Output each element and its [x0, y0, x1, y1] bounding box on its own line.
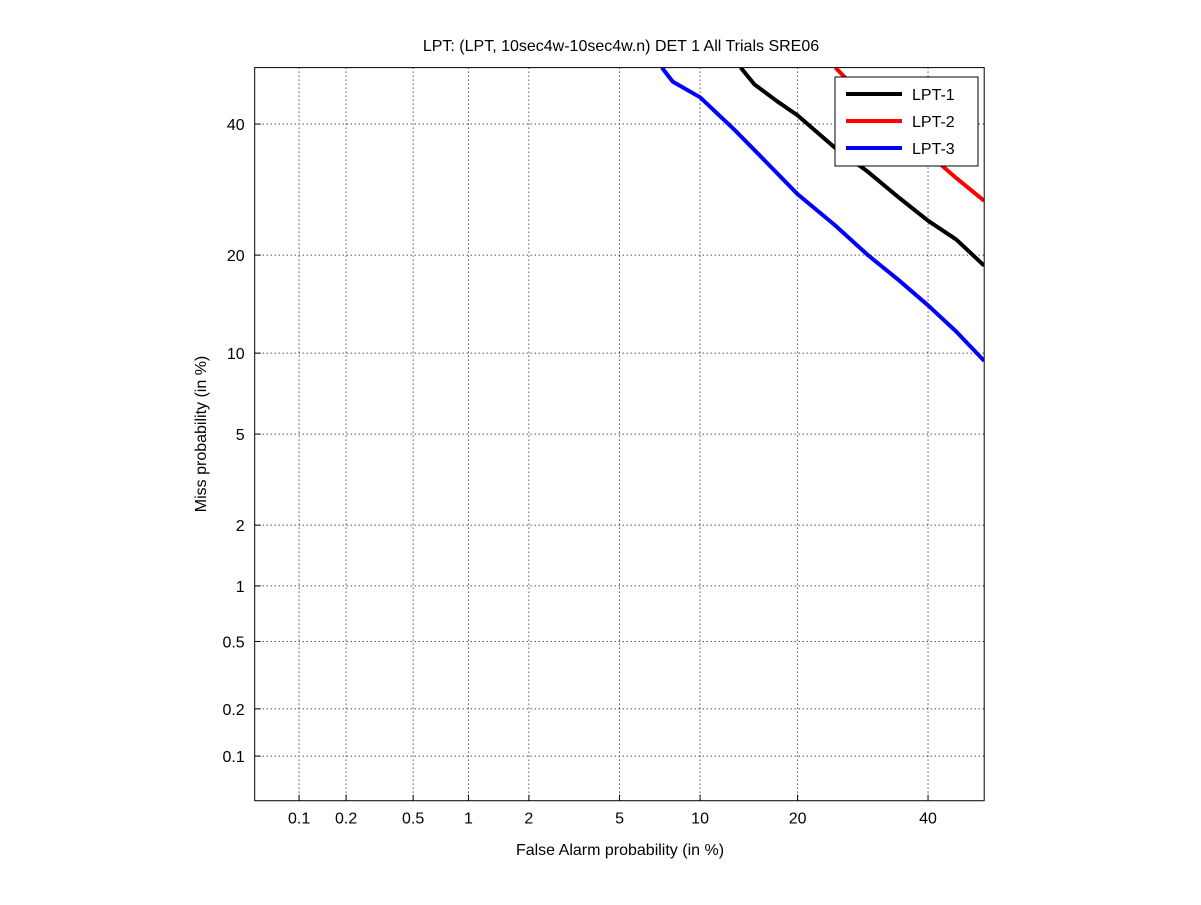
y-tick-label: 0.5: [222, 634, 244, 651]
x-tick-label: 0.1: [288, 811, 310, 828]
y-tick-label: 2: [236, 518, 245, 535]
legend-label: LPT-2: [912, 114, 955, 131]
legend-label: LPT-1: [912, 87, 955, 104]
series-line-lpt-3: [660, 67, 985, 363]
x-tick-labels: 0.1 0.2 0.5 1 2 5 10 20 40: [288, 811, 937, 828]
x-tick-label: 1: [464, 811, 473, 828]
x-tick-label: 2: [524, 811, 533, 828]
y-tick-label: 40: [227, 117, 245, 134]
chart-title: LPT: (LPT, 10sec4w-10sec4w.n) DET 1 All …: [423, 38, 819, 55]
x-tick-label: 20: [789, 811, 807, 828]
y-tick-label: 1: [236, 579, 245, 596]
y-tick-label: 0.2: [222, 702, 244, 719]
x-tick-label: 10: [691, 811, 709, 828]
y-tick-label: 20: [227, 248, 245, 265]
grid-lines: [254, 67, 985, 801]
y-axis-label: Miss probability (in %): [193, 356, 210, 512]
y-tick-label: 10: [227, 346, 245, 363]
y-tick-labels: 0.1 0.2 0.5 1 2 5 10 20 40: [222, 117, 244, 766]
x-tick-label: 0.5: [402, 811, 424, 828]
y-tick-label: 5: [236, 427, 245, 444]
x-tick-label: 5: [615, 811, 624, 828]
y-tick-label: 0.1: [222, 749, 244, 766]
x-tick-label: 0.2: [335, 811, 357, 828]
x-tick-label: 40: [919, 811, 937, 828]
x-axis-label: False Alarm probability (in %): [516, 842, 724, 859]
legend: LPT-1 LPT-2 LPT-3: [834, 76, 979, 167]
legend-label: LPT-3: [912, 141, 955, 158]
axes-box: [254, 67, 985, 802]
